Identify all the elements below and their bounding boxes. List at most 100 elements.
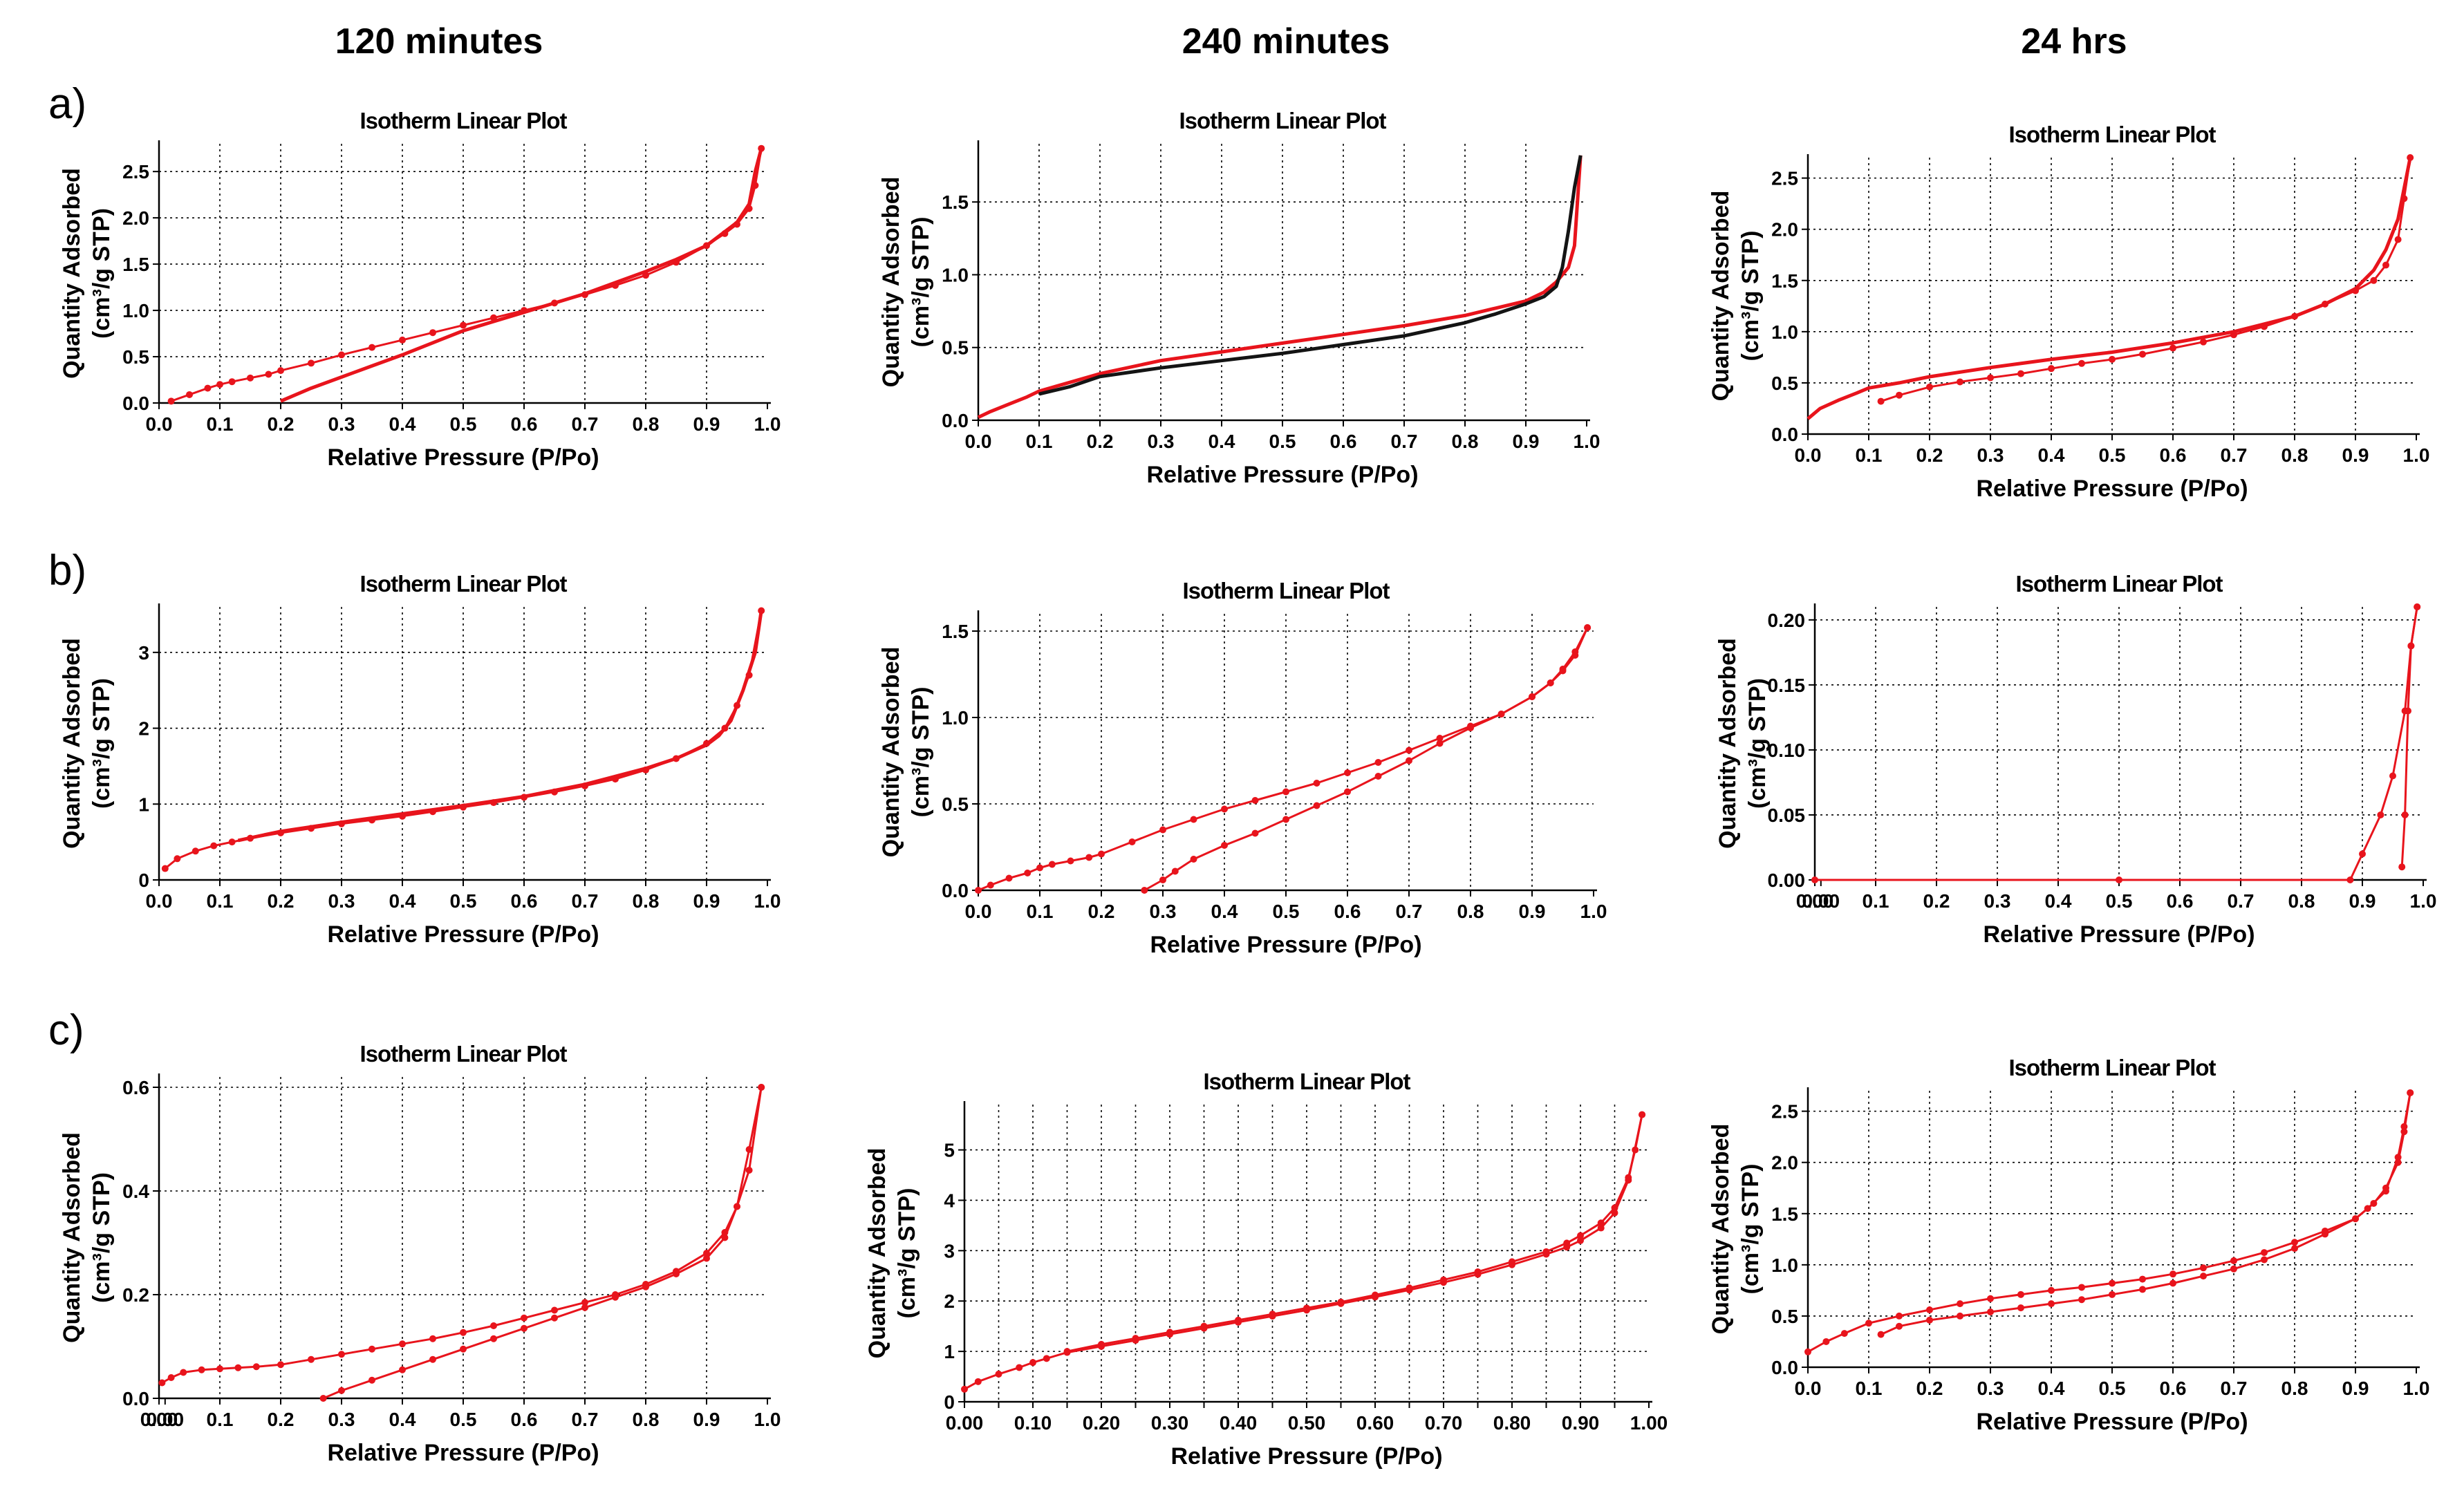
desorption-point bbox=[2078, 1296, 2085, 1304]
desorption-point bbox=[1337, 1298, 1345, 1306]
desorption-point bbox=[1529, 693, 1536, 700]
adsorption-point bbox=[186, 391, 193, 398]
chart-title: Isotherm Linear Plot bbox=[360, 571, 567, 597]
x-tick-label: 0.7 bbox=[572, 890, 599, 912]
x-tick-label: 0.0 bbox=[965, 901, 992, 922]
adsorption-point bbox=[399, 1340, 406, 1348]
adsorption-curve bbox=[978, 627, 1589, 892]
adsorption-point bbox=[368, 344, 375, 351]
x-tick-label: 0.2 bbox=[268, 890, 295, 912]
adsorption-curve bbox=[1815, 606, 2418, 881]
y-axis-unit-label: (cm³/g STP) bbox=[894, 1188, 920, 1319]
desorption-point bbox=[2364, 1205, 2371, 1212]
x-tick-label: 0.5 bbox=[1269, 431, 1296, 452]
desorption-point bbox=[1584, 624, 1592, 631]
adsorption-point bbox=[265, 370, 272, 378]
desorption-point bbox=[1896, 391, 1903, 399]
y-tick-label: 0.5 bbox=[942, 337, 969, 359]
adsorption-point bbox=[216, 381, 223, 388]
adsorption-point bbox=[2200, 1264, 2207, 1272]
desorption-point bbox=[2394, 1154, 2402, 1161]
desorption-point bbox=[2200, 338, 2207, 346]
desorption-point bbox=[1563, 1239, 1571, 1247]
desorption-point bbox=[1987, 1308, 1994, 1315]
y-tick-label: 0 bbox=[138, 870, 149, 891]
x-tick-label: 0.7 bbox=[2228, 890, 2255, 912]
y-tick-label: 0.5 bbox=[122, 346, 149, 368]
adsorption-point bbox=[581, 1299, 588, 1306]
y-tick-label: 1 bbox=[944, 1341, 955, 1362]
adsorption-point bbox=[308, 1355, 315, 1363]
y-tick-label: 0.15 bbox=[1768, 675, 1806, 696]
y-tick-label: 1.5 bbox=[942, 621, 969, 642]
y-tick-label: 0.5 bbox=[1771, 373, 1798, 394]
y-tick-label: 1.5 bbox=[942, 191, 969, 213]
x-tick-label: 0.0 bbox=[1795, 444, 1822, 466]
adsorption-point bbox=[460, 321, 467, 329]
adsorption-point bbox=[167, 397, 175, 405]
y-tick-label: 1.5 bbox=[122, 254, 149, 275]
desorption-point bbox=[1877, 1331, 1885, 1338]
y-axis-unit-label: (cm³/g STP) bbox=[1737, 1164, 1764, 1295]
desorption-point bbox=[2017, 1304, 2024, 1312]
adsorption-point bbox=[338, 351, 345, 359]
desorption-curve bbox=[323, 1087, 763, 1400]
desorption-curve bbox=[1144, 627, 1589, 892]
adsorption-curve bbox=[161, 1087, 763, 1384]
x-tick-label: 0.70 bbox=[1425, 1412, 1463, 1434]
x-tick-label: 0.2 bbox=[268, 1409, 295, 1430]
adsorption-point bbox=[308, 359, 315, 367]
y-tick-label: 4 bbox=[944, 1190, 955, 1211]
desorption-point bbox=[1639, 1111, 1646, 1118]
x-tick-label: 0.3 bbox=[1977, 1378, 2004, 1399]
x-tick-label: 1.0 bbox=[2403, 444, 2430, 466]
x-tick-label: 0.5 bbox=[1273, 901, 1300, 922]
desorption-point bbox=[521, 1324, 528, 1332]
y-tick-label: 0.6 bbox=[122, 1077, 149, 1098]
isotherm-chart-c-240min: Isotherm Linear Plot 0.00 0.10 0.20 0.30 0.40… bbox=[864, 1069, 1668, 1470]
adsorption-point bbox=[1098, 850, 1105, 858]
desorption-point bbox=[2400, 1123, 2408, 1130]
x-tick-label: 0.2 bbox=[1916, 1378, 1943, 1399]
adsorption-point bbox=[216, 1365, 223, 1373]
adsorption-point bbox=[228, 378, 236, 386]
adsorption-point bbox=[399, 336, 406, 344]
x-tick-label: 0.9 bbox=[693, 1409, 720, 1430]
desorption-point bbox=[460, 1345, 467, 1353]
desorption-point bbox=[2017, 370, 2024, 377]
desorption-point bbox=[1221, 842, 1228, 849]
x-tick-label: 0.7 bbox=[2221, 444, 2248, 466]
adsorption-point bbox=[247, 374, 254, 382]
adsorption-point bbox=[429, 329, 436, 337]
adsorption-point bbox=[1159, 826, 1166, 834]
desorption-point bbox=[1926, 383, 1933, 391]
chart-title: Isotherm Linear Plot bbox=[1182, 578, 1390, 603]
desorption-point bbox=[1957, 1312, 1963, 1320]
y-tick-label: 1.0 bbox=[122, 300, 149, 321]
desorption-point bbox=[1063, 1348, 1071, 1355]
y-tick-label: 0.0 bbox=[122, 393, 149, 414]
desorption-point bbox=[642, 1283, 649, 1291]
adsorption-point bbox=[161, 865, 169, 872]
desorption-point bbox=[399, 1366, 406, 1373]
desorption-point bbox=[368, 1376, 375, 1384]
adsorption-point bbox=[429, 1335, 436, 1342]
desorption-point bbox=[2048, 365, 2055, 373]
desorption-point bbox=[2200, 1273, 2207, 1280]
x-tick-label: 0.6 bbox=[2160, 1378, 2187, 1399]
y-axis-unit-label: (cm³/g STP) bbox=[908, 687, 934, 818]
adsorption-point bbox=[2139, 1275, 2146, 1283]
adsorption-point bbox=[1926, 1306, 1933, 1314]
y-axis-label: Quantity Adsorbed bbox=[878, 647, 904, 858]
desorption-point bbox=[1171, 867, 1179, 875]
adsorption-point bbox=[167, 1374, 175, 1381]
x-axis-label: Relative Pressure (P/Po) bbox=[1146, 462, 1418, 488]
desorption-point bbox=[2261, 323, 2268, 330]
chart-title: Isotherm Linear Plot bbox=[2008, 1055, 2216, 1080]
x-tick-label: 0.00 bbox=[1802, 890, 1840, 912]
x-tick-label: 0.4 bbox=[389, 890, 416, 912]
y-tick-label: 0 bbox=[944, 1391, 955, 1413]
adsorption-point bbox=[1067, 857, 1074, 865]
x-tick-label: 0.2 bbox=[1088, 901, 1115, 922]
adsorption-point bbox=[1048, 861, 1056, 868]
